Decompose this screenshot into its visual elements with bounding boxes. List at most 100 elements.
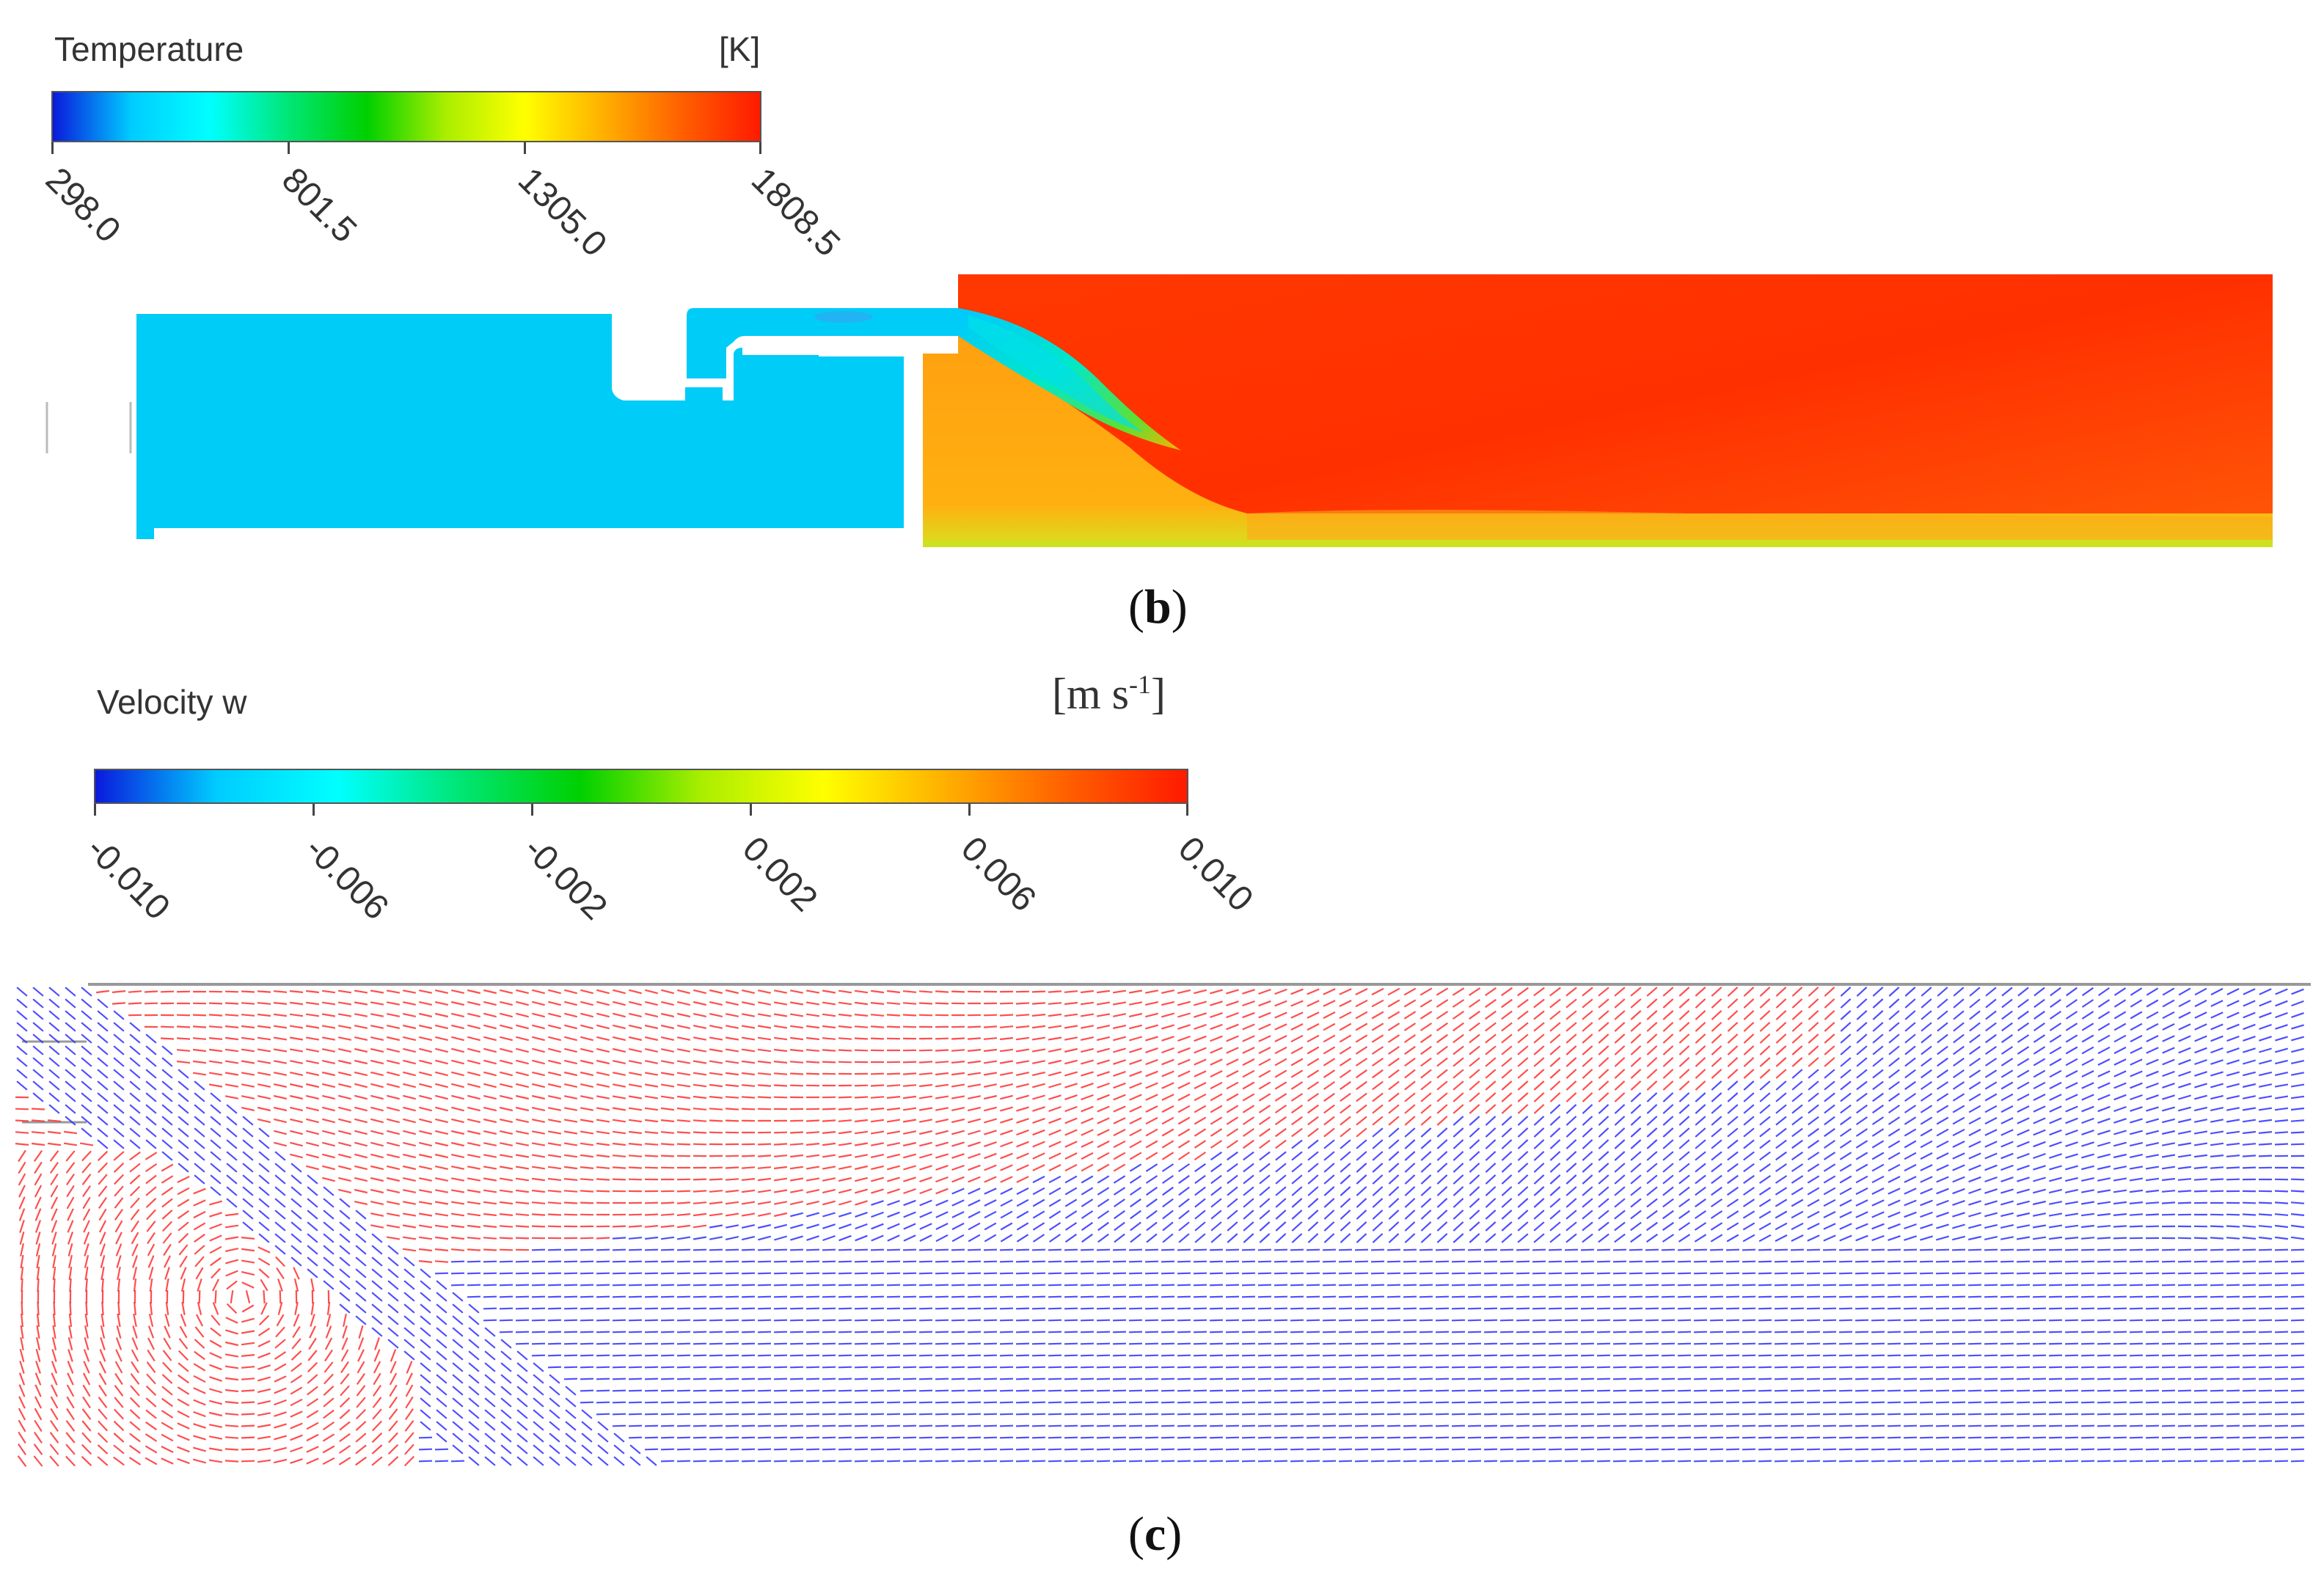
velocity-vector xyxy=(1920,1093,1933,1102)
velocity-vector xyxy=(1452,1033,1464,1044)
velocity-vector xyxy=(145,1198,157,1208)
velocity-vector xyxy=(1775,1234,1788,1243)
velocity-vector xyxy=(499,1119,514,1123)
velocity-vector xyxy=(1194,1198,1206,1208)
velocity-vector xyxy=(1064,1105,1078,1113)
velocity-vector xyxy=(2146,987,2159,996)
velocity-vector xyxy=(2226,1023,2240,1031)
velocity-vector xyxy=(1080,989,1095,994)
velocity-vector xyxy=(596,1154,610,1158)
velocity-vector xyxy=(209,1339,222,1348)
velocity-vector xyxy=(1388,1104,1400,1114)
velocity-vector xyxy=(289,1013,304,1017)
velocity-vector xyxy=(1598,1080,1609,1091)
velocity-vector xyxy=(1871,1104,1885,1114)
velocity-vector xyxy=(2113,1153,2127,1159)
velocity-vector xyxy=(339,1303,351,1314)
velocity-vector xyxy=(1436,1116,1448,1126)
velocity-vector xyxy=(1727,1163,1739,1173)
velocity-vector xyxy=(1372,1186,1384,1196)
velocity-vector xyxy=(226,1186,238,1196)
velocity-vector xyxy=(1323,1046,1336,1055)
velocity-vector xyxy=(1775,1080,1787,1091)
velocity-vector xyxy=(467,1118,481,1124)
velocity-vector xyxy=(2162,1106,2175,1112)
velocity-vector xyxy=(2016,1272,2031,1275)
velocity-vector xyxy=(1937,1010,1948,1020)
velocity-vector xyxy=(1967,1295,1982,1298)
velocity-vector xyxy=(2290,1331,2305,1333)
velocity-vector xyxy=(1758,1295,1772,1298)
velocity-vector xyxy=(1370,1354,1385,1357)
velocity-vector xyxy=(596,1119,610,1123)
velocity-vector xyxy=(1904,1092,1917,1102)
velocity-vector xyxy=(1919,1377,1934,1380)
temperature-colorbar-tick xyxy=(288,142,290,154)
velocity-vector xyxy=(1920,1188,1933,1195)
velocity-vector xyxy=(32,1033,44,1044)
velocity-vector xyxy=(1953,1045,1965,1055)
velocity-vector xyxy=(161,1069,173,1079)
velocity-vector xyxy=(1210,1151,1223,1161)
velocity-vector xyxy=(886,1319,901,1322)
velocity-vector xyxy=(2000,1331,2014,1333)
velocity-vector xyxy=(1031,1295,1046,1298)
velocity-vector xyxy=(1807,1199,1820,1207)
velocity-vector xyxy=(1274,1023,1287,1031)
velocity-vector xyxy=(612,1237,626,1240)
velocity-vector xyxy=(1548,1354,1563,1357)
velocity-vector xyxy=(273,1002,288,1005)
velocity-vector xyxy=(499,1094,514,1100)
velocity-vector xyxy=(483,1012,497,1018)
velocity-vector xyxy=(1210,1233,1222,1243)
velocity-vector xyxy=(1791,1033,1803,1044)
velocity-vector xyxy=(274,1233,286,1243)
velocity-vector xyxy=(1243,1151,1254,1161)
velocity-vector xyxy=(1452,1057,1464,1067)
velocity-vector xyxy=(1807,1139,1820,1149)
velocity-vector xyxy=(65,1150,76,1162)
velocity-vector xyxy=(1904,1105,1917,1113)
velocity-vector xyxy=(403,1303,415,1314)
velocity-vector xyxy=(1920,1105,1933,1113)
velocity-vector xyxy=(1791,1175,1804,1184)
velocity-vector xyxy=(580,1059,594,1065)
velocity-vector xyxy=(515,1201,530,1204)
velocity-vector xyxy=(1888,987,1900,997)
velocity-vector xyxy=(725,1001,739,1006)
velocity-vector xyxy=(1145,1070,1158,1077)
velocity-vector xyxy=(1372,1116,1384,1126)
velocity-vector xyxy=(1727,1080,1739,1091)
velocity-vector xyxy=(2210,1284,2224,1287)
velocity-vector xyxy=(1372,1139,1384,1149)
velocity-vector xyxy=(387,1256,399,1267)
velocity-vector xyxy=(1598,1010,1609,1020)
velocity-vector xyxy=(628,1130,643,1135)
velocity-vector xyxy=(1000,1106,1013,1112)
velocity-vector xyxy=(1565,1092,1577,1102)
velocity-vector xyxy=(323,1280,335,1290)
velocity-colorbar xyxy=(94,769,1188,804)
velocity-vector xyxy=(838,1001,852,1006)
velocity-vector xyxy=(822,1154,836,1158)
velocity-vector xyxy=(1032,1117,1045,1124)
velocity-vector xyxy=(467,1094,480,1100)
velocity-vector xyxy=(500,1000,513,1006)
velocity-vector xyxy=(321,1083,336,1088)
velocity-vector xyxy=(886,1014,901,1017)
velocity-vector xyxy=(1338,1272,1353,1275)
velocity-vector xyxy=(1225,1377,1240,1380)
velocity-vector xyxy=(919,1177,932,1182)
velocity-vector xyxy=(452,1303,464,1314)
velocity-vector xyxy=(355,1256,367,1267)
velocity-vector xyxy=(1565,1104,1577,1114)
velocity-vector xyxy=(2193,1190,2208,1193)
velocity-vector xyxy=(1387,1011,1400,1020)
velocity-vector xyxy=(83,1361,90,1374)
velocity-vector xyxy=(1630,1221,1642,1232)
velocity-vector xyxy=(1871,1175,1885,1184)
velocity-vector xyxy=(113,1116,125,1126)
velocity-vector xyxy=(81,1010,92,1020)
velocity-vector xyxy=(1549,1080,1561,1091)
velocity-vector xyxy=(307,1268,318,1278)
